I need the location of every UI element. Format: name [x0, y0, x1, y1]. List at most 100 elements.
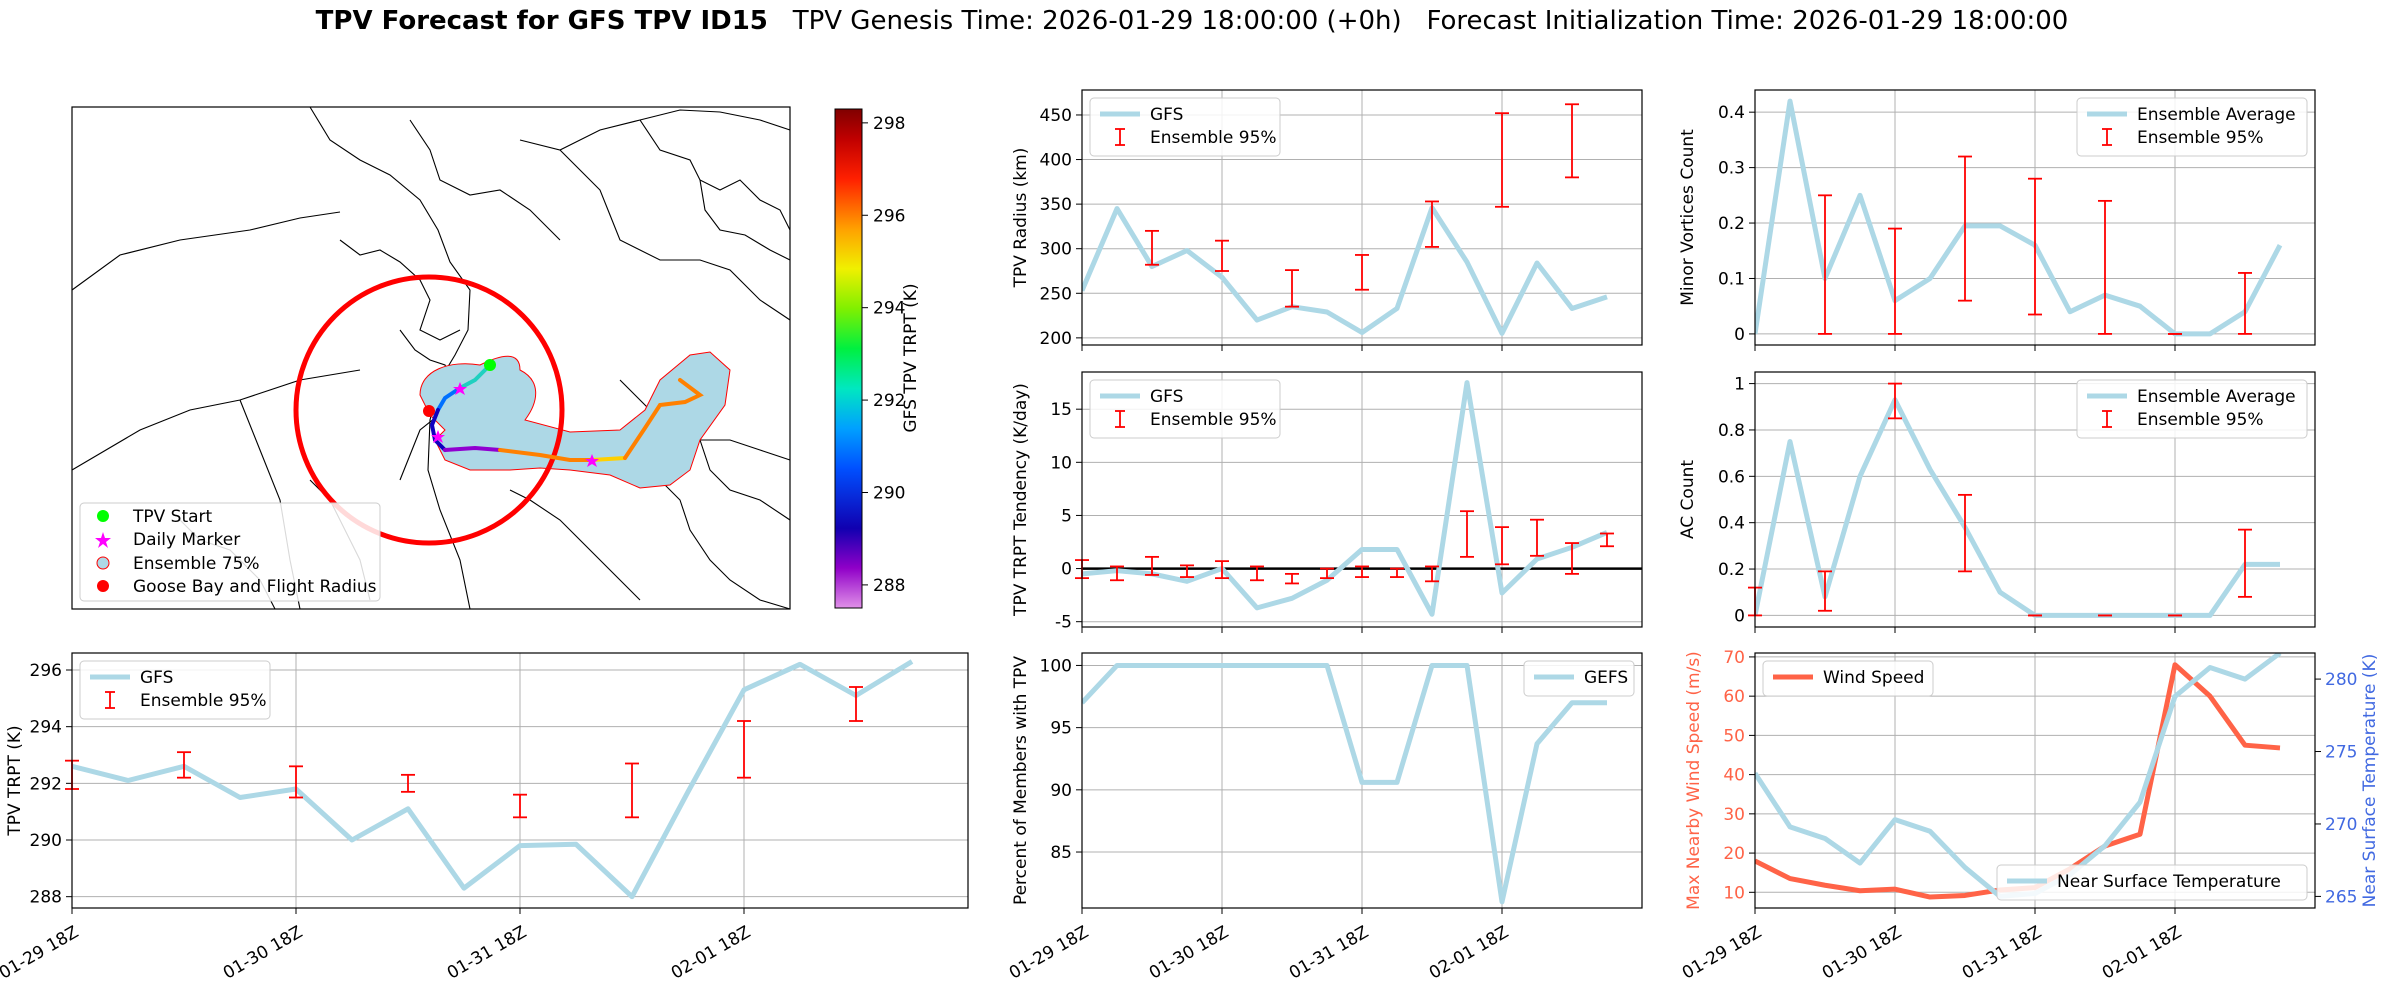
wind_temp-ytick-label-2: 30: [1723, 805, 1745, 825]
tendency-error-bar-1: [1110, 565, 1124, 582]
wind_temp-ytick-label-1: 20: [1723, 844, 1745, 864]
minor-ytick-label-0: 0: [1734, 325, 1745, 345]
minor-legend-box: [2076, 97, 2308, 157]
wind_temp-ytick-label-3: 40: [1723, 766, 1745, 786]
ac-legend-label-0: Ensemble Average: [2137, 387, 2296, 407]
ac-ytick-label-4: 0.8: [1718, 421, 1745, 441]
panel-trpt: 01-29 18Z 01-30 18Z 01-31 18Z 02-01 18Z 288 2…: [0, 652, 969, 982]
tendency-frame: [1081, 371, 1643, 628]
radius-ytick-label-2: 300: [1040, 240, 1072, 260]
ac-error-bar-1: [1818, 570, 1832, 612]
wind_temp-ytick-label-0: 10: [1723, 883, 1745, 903]
wind_temp-ytick-right-label-2: 275: [2325, 743, 2357, 763]
members-xtick-label-2: 01-31 18Z: [1286, 922, 1372, 982]
ac-error-bar-3: [1958, 493, 1972, 573]
trpt-ytick-label-1: 290: [30, 831, 62, 851]
ac-ytick-label-1: 0.2: [1718, 560, 1745, 580]
panel-radius: 200 250 300 350 400 450 TPV Radius (km) GFS Ense…: [1011, 89, 1643, 351]
trpt-error-bar-4: [513, 793, 527, 819]
colorbar: 288 290 292 294 296 298 GFS TPV TRPT (K): [834, 108, 921, 609]
legend-daily-marker-icon: [95, 532, 111, 548]
tendency-legend-label-1: Ensemble 95%: [1150, 410, 1277, 430]
trpt-xtick-label-3: 02-01 18Z: [668, 922, 754, 982]
trpt-ylabel: TPV TRPT (K): [5, 725, 25, 836]
wind_temp-legend-box: [1762, 660, 1934, 697]
members-ytick-label-2: 95: [1050, 719, 1072, 739]
radius-error-bar-5: [1495, 112, 1509, 208]
figure-title-init: Forecast Initialization Time: 2026-01-29…: [1426, 6, 2069, 36]
tendency-ytick-label-0: -5: [1055, 613, 1072, 633]
wind_temp-legend: Wind Speed: [1762, 660, 1934, 697]
members-xtick-label-3: 02-01 18Z: [1426, 922, 1512, 982]
minor-error-bar-2: [1958, 155, 1972, 302]
ac-legend-icon-1: [2102, 410, 2112, 428]
legend-tpv-start-icon: [97, 510, 109, 522]
ac-error-bar-7: [2238, 528, 2252, 598]
radius-ytick-label-1: 250: [1040, 284, 1072, 304]
tendency-error-bar-8: [1355, 565, 1369, 578]
wind_temp-ytick-right-label-0: 265: [2325, 887, 2357, 907]
trpt-ytick-label-2: 292: [30, 774, 62, 794]
ac-legend: Ensemble Average Ensemble 95%: [2076, 379, 2308, 439]
colorbar-tick-label-5: 298: [873, 114, 905, 134]
minor-error-bar-4: [2098, 199, 2112, 335]
legend-goose-bay-icon: [97, 580, 109, 592]
trpt-error-bar-7: [849, 686, 863, 722]
tendency-error-bar-2: [1145, 555, 1159, 576]
ac-ytick-label-3: 0.6: [1718, 467, 1745, 487]
minor-legend: Ensemble Average Ensemble 95%: [2076, 97, 2308, 157]
map-legend-label-1: Daily Marker: [133, 530, 240, 550]
tendency-error-bar-15: [1600, 532, 1614, 548]
members-line: [1082, 662, 1607, 905]
minor-ytick-label-2: 0.2: [1718, 214, 1745, 234]
wind_temp-frame: [1754, 652, 2316, 909]
minor-ytick-label-4: 0.4: [1718, 103, 1745, 123]
tendency-error-bar-6: [1285, 572, 1299, 585]
tendency-error-bar-12: [1495, 526, 1509, 566]
wind_temp-ytick-label-4: 50: [1723, 726, 1745, 746]
map-legend: TPV Start Daily Marker Ensemble 75% Goos…: [79, 502, 381, 602]
radius-line: [1082, 205, 1608, 336]
tendency-ylabel: TPV TRPT Tendency (K/day): [1011, 383, 1031, 617]
ac-error-bar-2: [1888, 382, 1902, 420]
ac-line: [1755, 397, 2280, 618]
figure-title-bold: TPV Forecast for GFS TPV ID15: [315, 6, 768, 36]
members-ytick-label-1: 90: [1050, 781, 1072, 801]
trpt-legend: GFS Ensemble 95%: [79, 660, 271, 720]
ac-ylabel: AC Count: [1678, 460, 1698, 539]
tendency-ytick-label-2: 5: [1061, 506, 1072, 526]
wind_temp-xtick-label-1: 01-30 18Z: [1819, 922, 1905, 982]
wind_temp-ylabel-right: Near Surface Temperature (K): [2360, 654, 2380, 908]
wind_temp-xtick-label-2: 01-31 18Z: [1959, 922, 2045, 982]
trpt-xtick-label-2: 01-31 18Z: [444, 922, 530, 982]
flight-radius-circle: [293, 274, 565, 546]
radius-error-bar-3: [1355, 254, 1369, 291]
trpt-ytick-label-4: 296: [30, 661, 62, 681]
tendency-error-bar-14: [1565, 542, 1579, 575]
members-xtick-label-1: 01-30 18Z: [1146, 922, 1232, 982]
ac-ytick-label-2: 0.4: [1718, 514, 1745, 534]
ensemble-75-area: [419, 351, 731, 489]
wind_temp-legend-right-box: [1996, 864, 2308, 901]
trpt-error-bar-2: [289, 765, 303, 799]
trpt-legend-icon-1: [105, 691, 115, 709]
radius-legend: GFS Ensemble 95%: [1089, 97, 1281, 157]
trpt-error-bar-6: [737, 720, 751, 779]
map-legend-label-2: Ensemble 75%: [133, 554, 260, 574]
panel-wind_temp: 01-29 18Z 01-30 18Z 01-31 18Z 02-01 18Z 10 20…: [1679, 648, 2380, 982]
minor-legend-label-1: Ensemble 95%: [2137, 128, 2264, 148]
radius-ytick-label-5: 450: [1040, 106, 1072, 126]
colorbar-tick-label-4: 296: [873, 206, 905, 226]
trpt-xtick-label-0: 01-29 18Z: [0, 922, 82, 982]
tendency-error-bar-7: [1320, 567, 1334, 580]
tendency-error-bar-3: [1180, 564, 1194, 578]
minor-error-bar-3: [2028, 177, 2042, 316]
members-xtick-label-0: 01-29 18Z: [1006, 922, 1092, 982]
minor-error-bar-1: [1888, 227, 1902, 335]
tpv-start-marker: [484, 359, 496, 371]
trpt-legend-label-0: GFS: [140, 668, 173, 688]
ac-legend-box: [2076, 379, 2308, 439]
trpt-line: [72, 659, 914, 900]
members-legend-box: [1523, 660, 1635, 697]
